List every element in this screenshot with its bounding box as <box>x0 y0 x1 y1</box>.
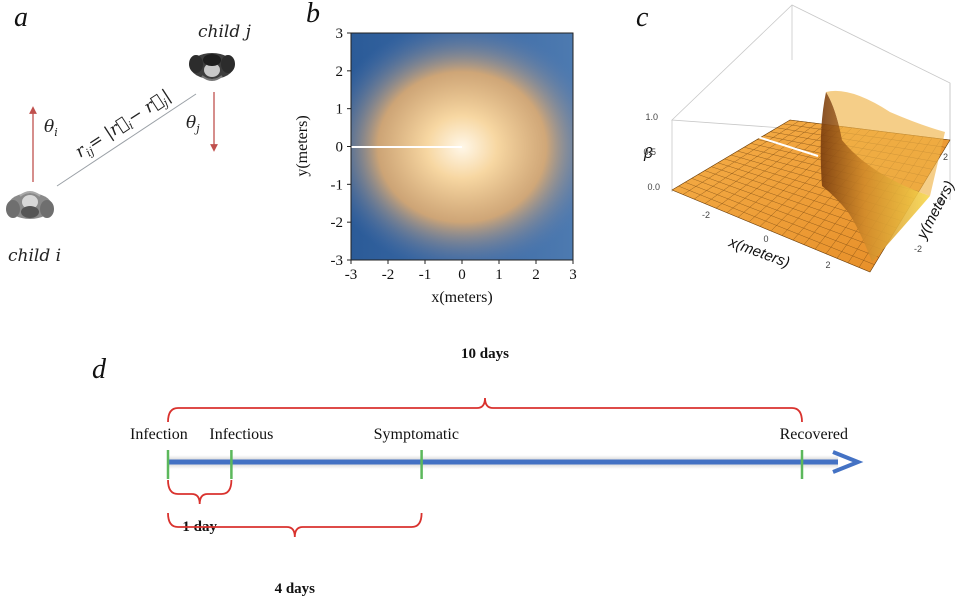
child-i-label: child i <box>8 246 61 266</box>
panel-letter-c: c <box>636 2 649 33</box>
heatmap-x-ticks: -3 -2 -1 0 1 2 3 <box>345 260 577 283</box>
heatmap-y-label: y(meters) <box>294 115 311 176</box>
theta-j-label: θj <box>186 113 200 135</box>
heatmap-x-tick-label: -1 <box>419 267 432 283</box>
panel-letter-b: b <box>306 0 320 29</box>
surface-y-tick-label: 2 <box>943 152 948 162</box>
heatmap-y-tick-label: -3 <box>331 253 344 269</box>
surface-z-tick-label: 0.5 <box>643 147 656 157</box>
heatmap-y-tick-label: 0 <box>336 140 344 156</box>
heatmap-y-tick-label: 1 <box>336 102 344 118</box>
heatmap-x-label: x(meters) <box>431 289 492 306</box>
duration-brace <box>167 397 803 423</box>
heatmap-y-ticks: 3 2 1 0 -1 -2 -3 <box>331 26 351 269</box>
panel-c: c β 1.00.50.0 -202 20-2 x(meters) y(mete… <box>636 2 958 273</box>
panel-b: b -3 -2 -1 0 1 2 3 3 2 1 0 -1 -2 -3 x(meters) y(mete… <box>294 0 577 306</box>
surface-z-label: β <box>643 145 653 162</box>
panel-a: a child j child i θi θj r <box>6 2 252 266</box>
duration-brace <box>167 479 233 505</box>
surface-z-tick-label: 1.0 <box>645 112 658 122</box>
heatmap-x-tick-label: 3 <box>569 267 577 283</box>
panel-letter-a: a <box>14 2 28 33</box>
panel-d: d Infection Infectious Symptomatic Recovere… <box>92 346 864 597</box>
timeline-event-label: Recovered <box>780 426 848 443</box>
surface-x-label: x(meters) <box>726 233 792 271</box>
surface-z-tick-label: 0.0 <box>647 182 660 192</box>
child-j-figure <box>189 53 235 81</box>
timeline-event-label: Symptomatic <box>374 426 459 443</box>
surface-y-tick-label: 0 <box>939 197 944 207</box>
distance-formula: rij= |r⃗i− r⃗j| <box>72 86 176 164</box>
heatmap-y-tick-label: 3 <box>336 26 344 42</box>
timeline-event-label: Infection <box>130 426 188 443</box>
heatmap-y-tick-label: -1 <box>331 177 344 193</box>
surface-y-ticks: 2 0 -2 <box>914 152 948 254</box>
surface-cut-line <box>741 131 819 157</box>
duration-label: 10 days <box>461 346 509 362</box>
surface-x-tick-label: 2 <box>825 260 830 270</box>
timeline-event-label: Infectious <box>209 426 273 443</box>
surface-peak-back <box>826 90 945 196</box>
distance-line <box>56 93 197 187</box>
heatmap-x-tick-label: 1 <box>495 267 503 283</box>
theta-i-label: θi <box>44 117 58 139</box>
heatmap-x-tick-label: 0 <box>458 267 466 283</box>
timeline-events: Infection Infectious Symptomatic Recovered <box>130 426 848 479</box>
surface-x-tick-label: 0 <box>763 234 768 244</box>
surface-y-tick-label: -2 <box>914 244 922 254</box>
heatmap-x-tick-label: -2 <box>382 267 395 283</box>
panel-letter-d: d <box>92 354 107 385</box>
child-j-label: child j <box>198 22 252 42</box>
surface-x-ticks: -2 0 2 <box>702 210 831 270</box>
child-i-figure <box>6 191 54 219</box>
surface-z-ticks: 1.0 0.5 0.0 <box>643 112 660 192</box>
surface-peak <box>820 92 930 262</box>
heatmap-x-tick-label: -3 <box>345 267 358 283</box>
timeline-arrowhead <box>832 450 864 474</box>
surface-x-tick-label: -2 <box>702 210 710 220</box>
duration-label: 4 days <box>275 581 316 597</box>
heatmap-y-tick-label: -2 <box>331 215 344 231</box>
heatmap-x-tick-label: 2 <box>532 267 540 283</box>
duration-brace <box>167 512 423 538</box>
heatmap-y-tick-label: 2 <box>336 64 344 80</box>
